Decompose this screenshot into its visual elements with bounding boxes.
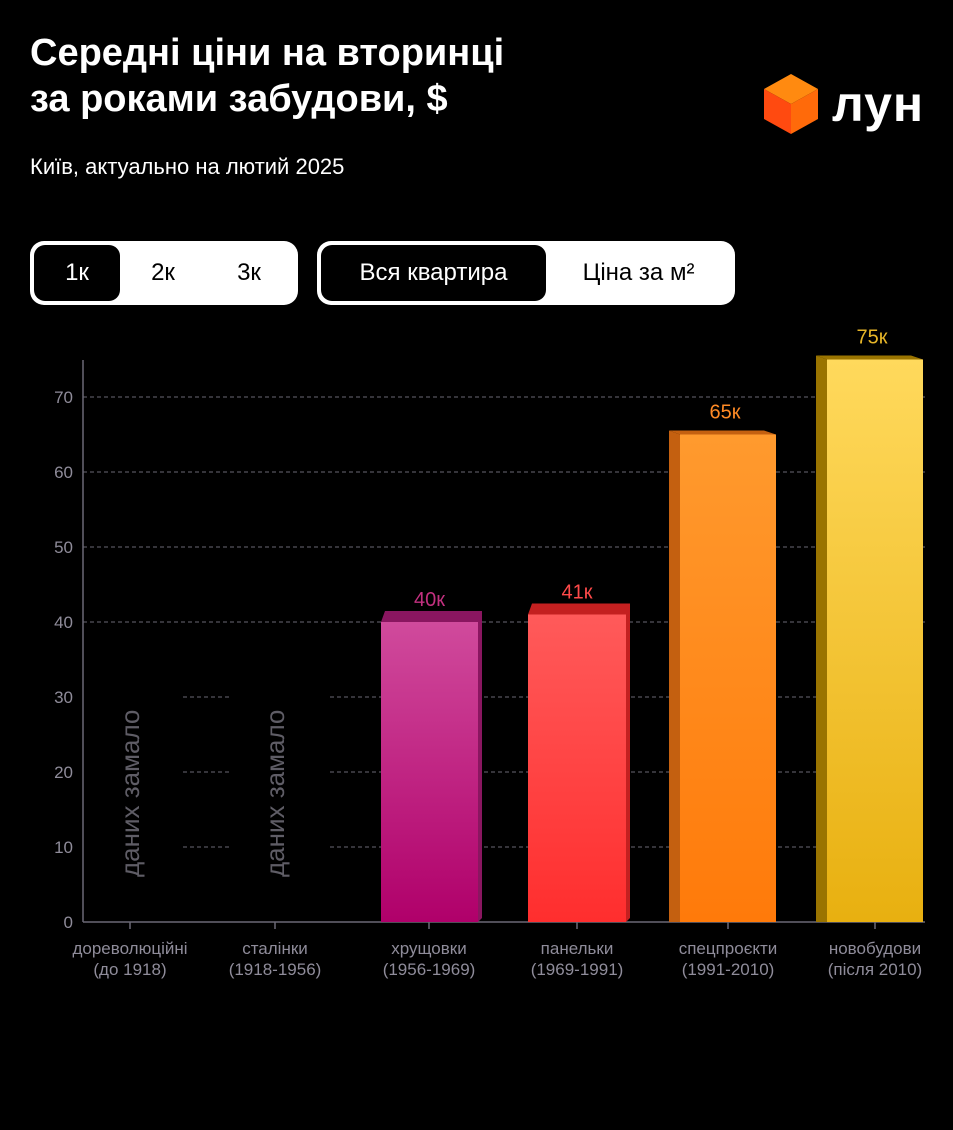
bar-value-label: 41к — [562, 582, 593, 604]
x-tick-label: спецпроєкти — [679, 939, 778, 958]
y-tick-label: 60 — [54, 463, 73, 482]
x-tick-label: сталінки — [242, 939, 308, 958]
bar-value-label: 75к — [857, 327, 888, 349]
y-tick-label: 20 — [54, 763, 73, 782]
x-tick-label: хрущовки — [391, 939, 466, 958]
bar-3d-side — [669, 430, 776, 922]
x-tick-label: (1991-2010) — [682, 960, 775, 979]
cube-logo-icon — [764, 74, 818, 134]
bar-3d-side — [816, 355, 923, 922]
no-data-label: даних замало — [115, 710, 145, 877]
y-tick-label: 50 — [54, 538, 73, 557]
bar-3d-top — [816, 355, 923, 360]
bar-value-label: 65к — [710, 402, 741, 424]
price-mode-toggle: Вся квартира Ціна за м² — [317, 241, 735, 305]
bar — [680, 434, 776, 922]
x-tick-label: (після 2010) — [828, 960, 922, 979]
whole-apartment-button[interactable]: Вся квартира — [321, 245, 546, 301]
room-1k-button[interactable]: 1к — [34, 245, 120, 301]
bar — [381, 622, 478, 922]
x-tick-label: (1956-1969) — [383, 960, 476, 979]
logo: лун — [762, 72, 924, 136]
y-tick-label: 40 — [54, 613, 73, 632]
room-count-toggle: 1к 2к 3к — [30, 241, 298, 305]
y-tick-label: 10 — [54, 838, 73, 857]
y-tick-label: 0 — [64, 913, 73, 932]
y-tick-label: 70 — [54, 388, 73, 407]
y-tick-label: 30 — [54, 688, 73, 707]
chart-title: Середні ціни на вторинці за роками забудо… — [30, 30, 504, 122]
x-tick-label: новобудови — [829, 939, 921, 958]
no-data-label: даних замало — [260, 710, 290, 877]
x-tick-label: (1918-1956) — [229, 960, 322, 979]
room-2k-button[interactable]: 2к — [151, 259, 175, 286]
title-line-1: Середні ціни на вторинці — [30, 32, 505, 74]
logo-text: лун — [832, 76, 925, 132]
bar-value-label: 40к — [414, 589, 445, 611]
x-tick-label: дореволюційні — [72, 939, 187, 958]
bar-3d-top — [669, 430, 776, 435]
bar — [827, 359, 923, 922]
subtitle: Київ, актуально на лютий 2025 — [30, 154, 345, 179]
x-tick-label: (до 1918) — [93, 960, 166, 979]
x-tick-label: панельки — [541, 939, 614, 958]
x-tick-label: (1969-1991) — [531, 960, 624, 979]
price-per-m2-button[interactable]: Ціна за м² — [582, 259, 695, 286]
title-line-2: за роками забудови, $ — [30, 78, 448, 120]
bar — [528, 614, 626, 922]
room-3k-button[interactable]: 3к — [237, 259, 261, 286]
